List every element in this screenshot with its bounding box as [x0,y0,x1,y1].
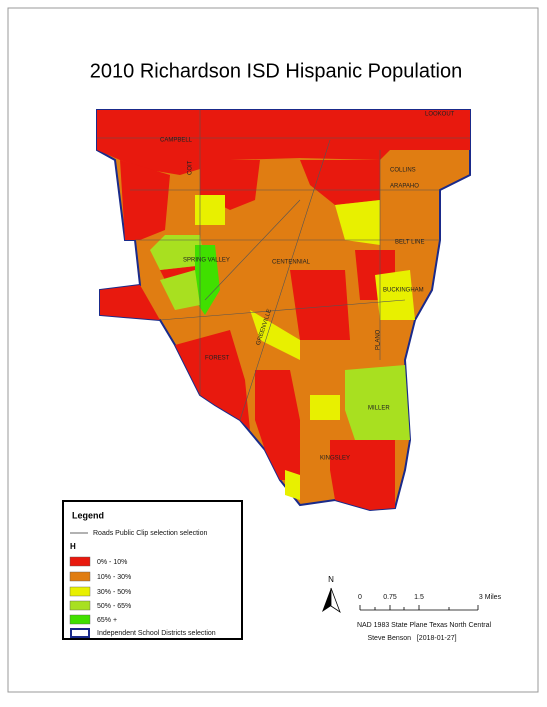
road-label: KINGSLEY [320,456,350,462]
legend-item: Roads Public Clip selection selection [93,530,207,537]
road-label: COIT [188,160,194,175]
legend-item: 30% - 50% [97,589,131,596]
road-label: MILLER [368,406,390,412]
road [239,139,331,421]
legend-swatch [69,614,91,625]
road [204,199,301,301]
north-arrow: N [322,575,341,614]
legend-item: 0% - 10% [97,559,127,566]
north-label: N [328,575,334,584]
scale-label: 0 [358,594,362,601]
scale-bar: 0 0.75 1.5 3 Miles [358,594,502,611]
tract-patches [97,110,470,510]
scale-ticks [359,605,479,611]
legend-item: 10% - 30% [97,574,131,581]
north-arrow-left [322,588,331,612]
legend-swatch [69,571,91,582]
legend: Legend Roads Public Clip selection selec… [62,500,243,640]
legend-title: Legend [72,510,104,520]
author-note: Steve Benson [2018-01-27] [367,635,456,642]
legend-swatch [69,600,91,611]
legend-field: H [70,542,76,551]
scale-label: 1.5 [414,594,424,601]
legend-swatch [69,586,91,597]
road-label: LOOKOUT [425,112,455,118]
legend-swatch [69,556,91,567]
page-frame [7,7,539,693]
road-label: BUCKINGHAM [383,288,424,294]
road-label: FOREST [205,356,230,362]
legend-box [62,500,243,640]
roads [97,110,470,421]
road-label: CENTENNIAL [272,260,311,266]
legend-item: 65% + [97,617,117,624]
projection-note: NAD 1983 State Plane Texas North Central [357,622,492,629]
road-label: COLLINS [390,168,416,174]
map-title: 2010 Richardson ISD Hispanic Population [90,60,462,82]
scale-label: 0.75 [383,594,397,601]
road-label: PLANO [376,329,382,350]
legend-item: Independent School Districts selection [97,630,216,637]
road [159,299,406,321]
legend-swatch [70,628,90,638]
road-label: CAMPBELL [160,138,193,144]
legend-item: 50% - 65% [97,603,131,610]
road-label: BELT LINE [395,240,424,246]
scale-label: 3 Miles [479,594,502,601]
map: CAMPBELL LOOKOUT COLLINS ARAPAHO BELT LI… [96,109,471,512]
north-arrow-right [330,587,341,614]
road-label: ARAPAHO [390,184,419,190]
road-label: SPRING VALLEY [183,258,230,264]
